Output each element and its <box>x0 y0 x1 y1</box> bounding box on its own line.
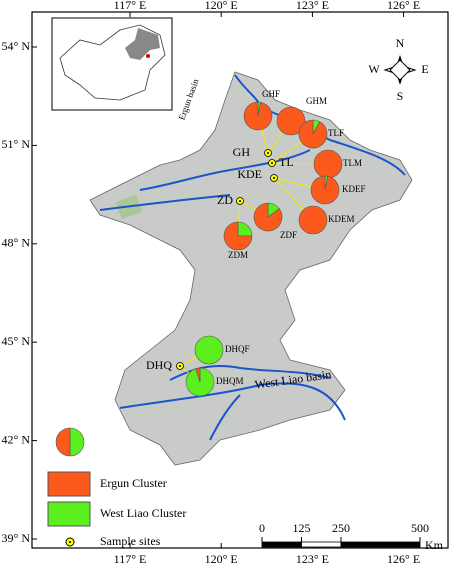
pie-label: ZDM <box>228 250 248 260</box>
rivers <box>99 74 406 441</box>
pie-label: TLM <box>343 158 362 168</box>
lon-label: 123° E <box>296 552 329 566</box>
compass-s: S <box>397 89 404 103</box>
site-label: TL <box>279 155 294 169</box>
legend-label: West Liao Cluster <box>100 506 186 520</box>
pie-label: GHM <box>306 96 327 106</box>
pie-slice <box>194 335 224 365</box>
pie-slice <box>243 101 273 131</box>
pie-label: GHF <box>262 89 280 99</box>
site-marker <box>179 365 181 367</box>
pie-label: KDEM <box>328 214 355 224</box>
compass: N S E W <box>368 36 428 103</box>
pie-slice <box>298 119 328 149</box>
inset-region <box>125 28 160 60</box>
site-label: GH <box>233 145 251 159</box>
legend-swatch <box>47 471 91 497</box>
site-label: ZD <box>217 193 233 207</box>
river <box>139 149 311 191</box>
lon-label: 120° E <box>205 0 238 12</box>
site-marker <box>271 162 273 164</box>
scale-label: 250 <box>332 521 350 535</box>
lat-label: 54° N <box>2 39 31 53</box>
pie-label: KDEF <box>342 184 366 194</box>
pie-slice <box>223 221 253 251</box>
compass-w: W <box>368 62 380 76</box>
lon-label: 120° E <box>205 552 238 566</box>
scale-label: 0 <box>259 521 265 535</box>
scale-segment <box>301 541 342 548</box>
pie-slice <box>195 367 201 383</box>
legend-label: Ergun Cluster <box>100 476 167 490</box>
site-marker <box>273 177 275 179</box>
river <box>169 364 331 381</box>
river <box>119 382 346 421</box>
river <box>99 194 231 211</box>
pie-label: ZDF <box>280 230 297 240</box>
scale-segment <box>340 541 421 548</box>
pie-slice <box>253 202 283 232</box>
compass-e: E <box>421 62 428 76</box>
pie-label: DHQF <box>225 344 250 354</box>
lon-label: 117° E <box>114 0 147 12</box>
compass-n: N <box>396 36 405 50</box>
pie-slice <box>298 205 328 235</box>
lon-label: 117° E <box>114 552 147 566</box>
scale-label: 500 <box>411 521 429 535</box>
pie-label: TLF <box>328 128 344 138</box>
lat-label: 45° N <box>2 334 31 348</box>
scale-label: 125 <box>293 521 311 535</box>
pie-slice <box>313 149 343 179</box>
lat-label: 39° N <box>2 531 31 545</box>
lon-label: 126° E <box>387 0 420 12</box>
pie-slice <box>69 427 85 457</box>
lon-label: 123° E <box>296 0 329 12</box>
compass-center <box>389 59 411 81</box>
legend-label: Sample sites <box>100 534 161 548</box>
site-marker <box>267 152 269 154</box>
site-label: KDE <box>237 167 262 181</box>
inset-marker <box>146 54 150 58</box>
river <box>209 394 241 441</box>
scale-unit: Km <box>425 538 444 552</box>
pie-label: DHQM <box>216 376 244 386</box>
inset-map <box>51 17 173 111</box>
legend-site-symbol <box>69 541 71 543</box>
lat-label: 42° N <box>2 432 31 446</box>
lat-label: 48° N <box>2 236 31 250</box>
site-label: DHQ <box>146 358 172 372</box>
pie-slice <box>276 106 306 136</box>
pie-slice <box>310 175 340 205</box>
legend-swatch <box>47 501 91 527</box>
pie-slice <box>55 427 71 457</box>
lat-label: 51° N <box>2 137 31 151</box>
site-marker <box>239 200 241 202</box>
scale-segment <box>261 541 302 548</box>
lon-label: 126° E <box>387 552 420 566</box>
